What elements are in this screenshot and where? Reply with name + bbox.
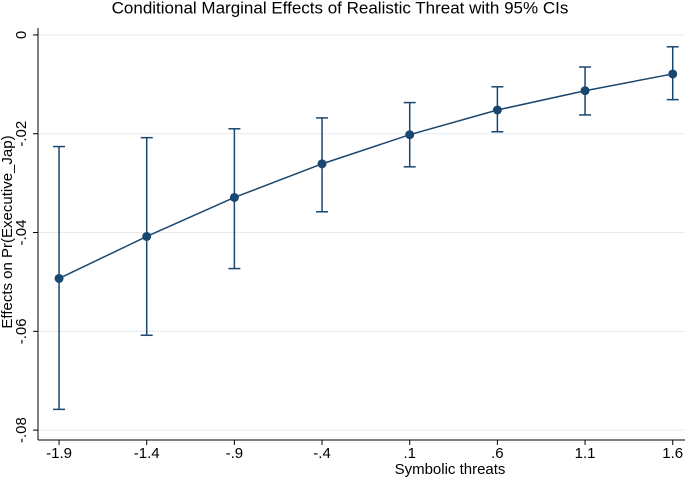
y-tick-label: -.06 [13, 318, 30, 344]
y-axis-label: Effects on Pr(Executive_Jap) [0, 135, 16, 328]
x-tick-label: -1.4 [134, 445, 160, 462]
point [142, 231, 152, 241]
point [405, 130, 415, 140]
x-tick-label: .6 [491, 445, 504, 462]
point [668, 69, 678, 79]
y-tick-label: -.08 [13, 417, 30, 443]
point [317, 159, 327, 169]
point [580, 86, 590, 96]
y-tick-label: 0 [13, 31, 30, 39]
chart-title: Conditional Marginal Effects of Realisti… [112, 0, 569, 17]
point [492, 105, 502, 115]
x-tick-label: -.9 [226, 445, 244, 462]
x-tick-label: 1.6 [662, 445, 683, 462]
x-tick-label: .1 [403, 445, 416, 462]
x-tick-label: 1.1 [575, 445, 596, 462]
x-axis-label: Symbolic threats [395, 461, 506, 478]
point [54, 273, 64, 283]
x-tick-label: -1.9 [46, 445, 72, 462]
y-tick-label: -.04 [13, 220, 30, 246]
y-tick-label: -.02 [13, 121, 30, 147]
x-tick-label: -.4 [313, 445, 331, 462]
series-line [58, 73, 673, 280]
point [229, 192, 239, 202]
